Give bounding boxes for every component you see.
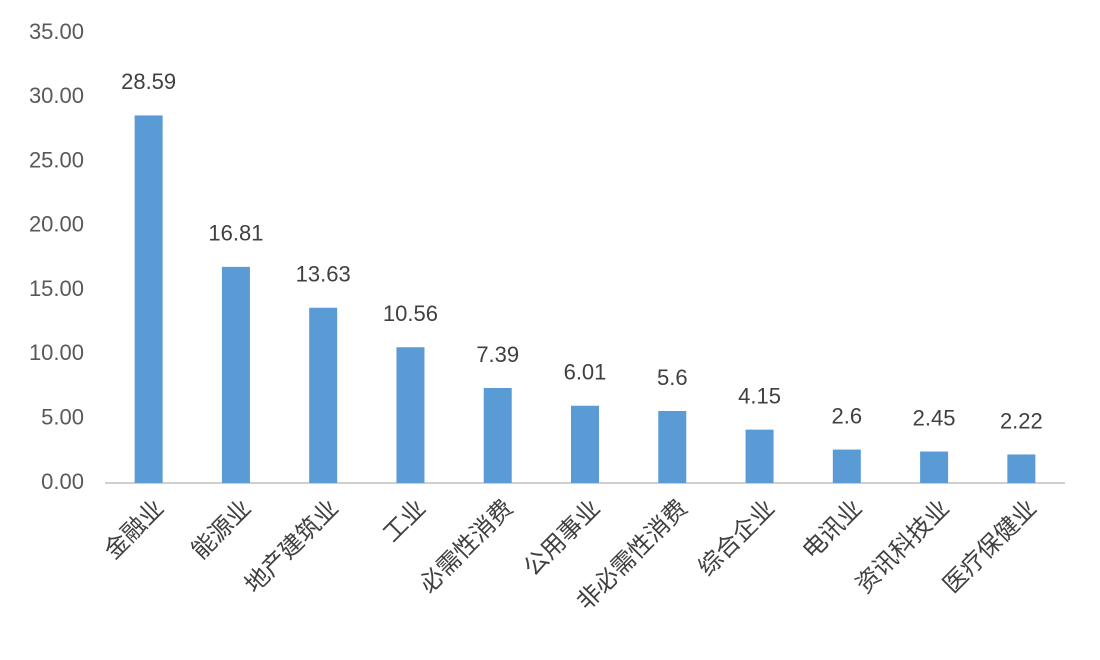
value-label: 10.56	[383, 301, 438, 326]
bar	[832, 449, 861, 483]
y-tick-label: 25.00	[29, 147, 84, 172]
x-tick-label: 公用事业	[519, 495, 606, 582]
value-label: 5.6	[657, 365, 688, 390]
bar	[134, 115, 163, 484]
value-label: 2.45	[913, 405, 956, 430]
bar	[658, 411, 687, 483]
x-tick-label: 能源业	[187, 495, 257, 565]
value-label: 4.15	[738, 383, 781, 408]
bar	[483, 387, 512, 483]
bar	[221, 266, 250, 483]
value-label: 6.01	[564, 360, 607, 385]
x-tick-label: 综合企业	[693, 495, 780, 582]
y-tick-label: 0.00	[41, 469, 84, 494]
x-tick-label: 资讯科技业	[851, 495, 955, 599]
x-tick-label: 金融业	[99, 495, 169, 565]
x-tick-label: 电讯业	[798, 495, 868, 565]
value-label: 13.63	[296, 262, 351, 287]
y-tick-label: 5.00	[41, 405, 84, 430]
bar	[571, 405, 599, 483]
bar	[309, 307, 338, 483]
y-tick-label: 20.00	[29, 212, 84, 237]
x-tick-label: 医疗保健业	[938, 495, 1042, 599]
x-tick-label: 必需性消费	[415, 495, 519, 599]
bar	[920, 451, 949, 483]
value-label: 2.6	[832, 403, 863, 428]
y-tick-label: 15.00	[29, 276, 84, 301]
y-tick-label: 35.00	[29, 19, 84, 44]
value-label: 7.39	[476, 342, 519, 367]
y-tick-label: 10.00	[29, 340, 84, 365]
x-tick-label: 地产建筑业	[240, 495, 344, 599]
bar	[396, 347, 425, 483]
x-tick-label: 工业	[378, 495, 431, 548]
value-label: 16.81	[208, 221, 263, 246]
value-label: 2.22	[1000, 408, 1043, 433]
bar	[745, 429, 774, 483]
value-label: 28.59	[121, 69, 176, 94]
bar	[1007, 454, 1036, 483]
y-tick-label: 30.00	[29, 83, 84, 108]
